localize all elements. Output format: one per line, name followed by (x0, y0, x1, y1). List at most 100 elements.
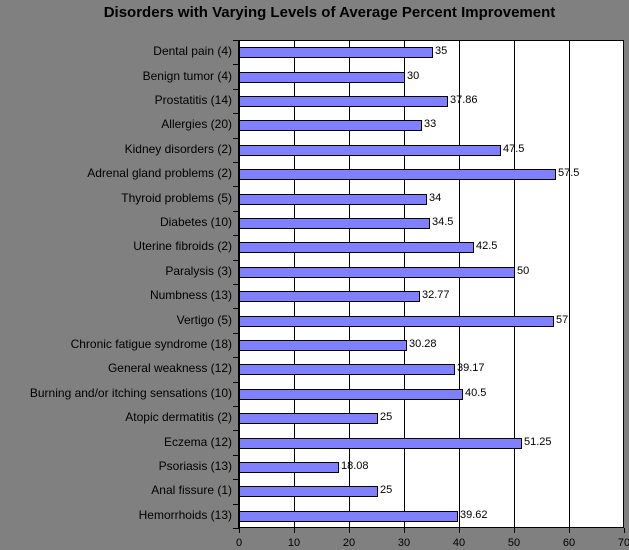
y-tick-mark (233, 504, 239, 505)
x-tick-mark (459, 528, 460, 533)
y-tick-mark (233, 113, 239, 114)
category-label: General weakness (12) (107, 361, 232, 375)
value-label: 33 (424, 118, 437, 130)
x-tick-label: 70 (617, 537, 629, 549)
category-label: Paralysis (3) (165, 264, 232, 278)
y-tick-mark (233, 64, 239, 65)
y-tick-mark (233, 138, 239, 139)
chart-title: Disorders with Varying Levels of Average… (103, 4, 556, 21)
y-tick-mark (233, 308, 239, 309)
y-tick-mark (233, 260, 239, 261)
category-label: Uterine fibroids (2) (133, 239, 232, 253)
bar (239, 267, 515, 278)
y-tick-mark (233, 235, 239, 236)
bar (239, 413, 378, 424)
bar (239, 194, 427, 205)
gridline (404, 40, 405, 528)
value-label: 32.77 (422, 289, 450, 301)
y-tick-mark (233, 333, 239, 334)
bar (239, 389, 463, 400)
gridline (459, 40, 460, 528)
value-label: 47.5 (503, 143, 525, 155)
bar (239, 120, 422, 131)
x-tick-mark (624, 528, 625, 533)
bar (239, 438, 522, 449)
value-label: 51.25 (524, 436, 552, 448)
x-tick-mark (404, 528, 405, 533)
bar (239, 340, 407, 351)
category-label: Anal fissure (1) (151, 483, 232, 497)
value-label: 30.28 (409, 338, 437, 350)
value-label: 30 (407, 70, 420, 82)
y-tick-mark (233, 382, 239, 383)
plot-area (239, 40, 624, 528)
bar (239, 486, 378, 497)
value-label: 25 (380, 484, 393, 496)
category-label: Kidney disorders (2) (124, 142, 232, 156)
category-label: Prostatitis (14) (154, 93, 232, 107)
bar (239, 96, 448, 107)
category-label: Dental pain (4) (153, 44, 232, 58)
y-tick-mark (233, 406, 239, 407)
bar (239, 145, 501, 156)
y-tick-mark (233, 211, 239, 212)
category-label: Numbness (13) (149, 288, 232, 302)
value-label: 50 (517, 265, 530, 277)
value-label: 39.62 (460, 509, 488, 521)
bar (239, 169, 556, 180)
bar (239, 47, 433, 58)
category-label: Adrenal gland problems (2) (87, 166, 232, 180)
value-label: 40.5 (465, 387, 487, 399)
y-tick-mark (233, 357, 239, 358)
category-label: Burning and/or itching sensations (10) (29, 386, 232, 400)
y-tick-mark (233, 40, 239, 41)
category-label: Allergies (20) (161, 117, 232, 131)
value-label: 18.08 (341, 460, 369, 472)
value-label: 35 (435, 45, 448, 57)
y-tick-mark (233, 479, 239, 480)
category-label: Benign tumor (4) (142, 69, 232, 83)
y-tick-mark (233, 455, 239, 456)
x-tick-mark (349, 528, 350, 533)
gridline (294, 40, 295, 528)
category-label: Hemorrhoids (13) (138, 508, 232, 522)
bar (239, 291, 420, 302)
x-tick-mark (569, 528, 570, 533)
value-label: 57.5 (558, 167, 580, 179)
bar (239, 316, 554, 327)
value-label: 42.5 (476, 240, 498, 252)
gridline (514, 40, 515, 528)
category-label: Vertigo (5) (176, 313, 232, 327)
category-label: Chronic fatigue syndrome (18) (70, 337, 232, 351)
y-tick-mark (233, 430, 239, 431)
bar (239, 72, 405, 83)
x-tick-label: 10 (287, 537, 301, 549)
category-label: Eczema (12) (163, 435, 232, 449)
y-tick-mark (233, 528, 239, 529)
value-label: 25 (380, 411, 393, 423)
gridline (569, 40, 570, 528)
x-tick-mark (514, 528, 515, 533)
y-tick-mark (233, 284, 239, 285)
x-tick-mark (294, 528, 295, 533)
category-label: Diabetes (10) (159, 215, 232, 229)
value-label: 39.17 (457, 362, 485, 374)
x-tick-label: 60 (562, 537, 576, 549)
bar (239, 462, 339, 473)
y-tick-mark (233, 186, 239, 187)
gridline (349, 40, 350, 528)
bar (239, 242, 474, 253)
x-tick-label: 30 (397, 537, 411, 549)
bar (239, 218, 430, 229)
x-tick-label: 50 (507, 537, 521, 549)
category-label: Atopic dermatitis (2) (125, 410, 232, 424)
x-tick-mark (239, 528, 240, 533)
x-tick-label: 0 (235, 537, 243, 549)
category-label: Psoriasis (13) (158, 459, 232, 473)
y-tick-mark (233, 89, 239, 90)
x-tick-label: 20 (342, 537, 356, 549)
x-tick-label: 40 (452, 537, 466, 549)
value-label: 34.5 (432, 216, 454, 228)
value-label: 37.86 (450, 94, 478, 106)
bar (239, 364, 455, 375)
